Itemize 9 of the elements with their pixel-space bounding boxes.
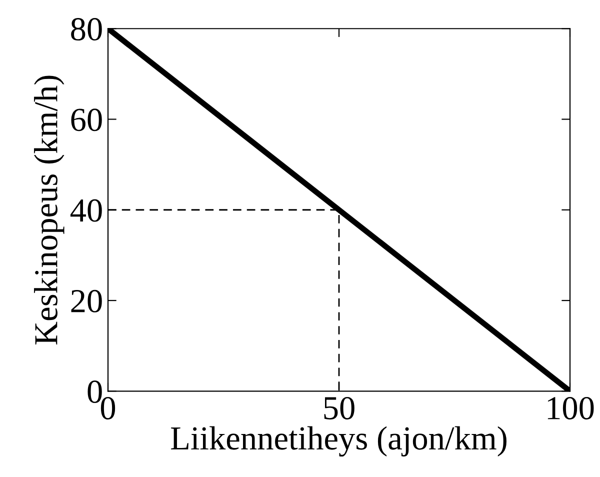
y-tick-label: 80 — [71, 18, 102, 41]
x-tick-label: 50 — [324, 396, 354, 420]
y-tick-label: 0 — [88, 380, 102, 404]
x-tick-label: 100 — [548, 396, 594, 420]
y-tick-label: 20 — [71, 290, 102, 312]
y-axis-title: Keskinopeus (km/h) — [34, 76, 64, 345]
x-axis-title: Liikennetiheys (ajon/km) — [171, 426, 506, 457]
y-tick-label: 60 — [71, 108, 102, 132]
y-tick-label: 40 — [70, 199, 102, 222]
